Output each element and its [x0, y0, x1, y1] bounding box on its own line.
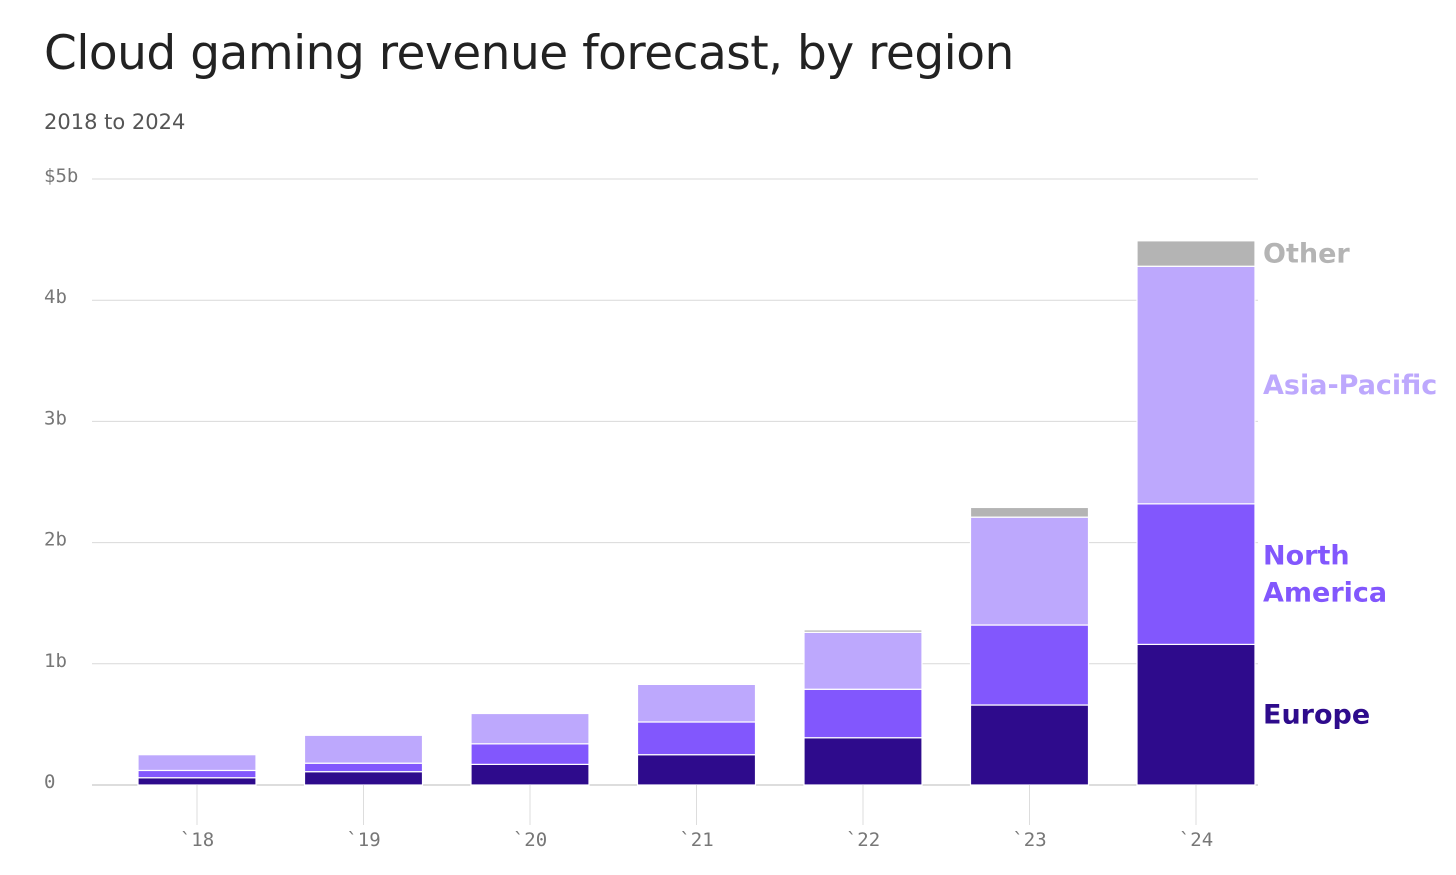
series-label-asia-pacific: Asia-Pacific: [1263, 370, 1437, 401]
x-tick-label: `22: [846, 829, 880, 851]
bar-segment-north-america: [1136, 503, 1256, 646]
bar-segment-north-america: [470, 743, 590, 765]
bar-segment-asia-pacific: [470, 712, 590, 745]
y-tick-label: 1b: [44, 650, 67, 672]
bar-segment-europe: [803, 737, 923, 786]
bar-segment-other: [803, 629, 923, 633]
series-label-europe: Europe: [1263, 700, 1370, 731]
y-tick-label: 2b: [44, 529, 67, 551]
bar-segment-other: [636, 682, 757, 686]
bar-segment-europe: [137, 777, 257, 786]
chart-title: Cloud gaming revenue forecast, by region: [44, 26, 1014, 81]
y-tick-label: 3b: [44, 407, 67, 429]
bar-segment-europe: [636, 754, 757, 786]
bar-segment-asia-pacific: [303, 734, 424, 764]
bar-segment-north-america: [137, 769, 257, 779]
bar-segment-europe: [1136, 643, 1256, 786]
bar-segment-europe: [303, 771, 424, 786]
bar-segment-asia-pacific: [1136, 265, 1256, 505]
x-axis: `18 `19 `20 `21 `22 `23 `24: [180, 785, 1213, 851]
gridlines: 0 1b 2b 3b 4b $5b: [44, 165, 1258, 793]
bar-segment-asia-pacific: [969, 516, 1090, 626]
bar-segment-asia-pacific: [636, 683, 757, 723]
series-labels: Europe North America Asia-Pacific Other: [1263, 239, 1437, 731]
bar-segment-north-america: [303, 762, 424, 773]
bar-segment-europe: [470, 763, 590, 786]
x-tick-label: `24: [1179, 829, 1213, 851]
x-tick-label: `23: [1012, 829, 1046, 851]
y-tick-label: 4b: [44, 286, 67, 308]
bar-segment-asia-pacific: [803, 631, 923, 690]
series-label-other: Other: [1263, 239, 1350, 270]
x-tick-label: `21: [679, 829, 713, 851]
x-tick-label: `19: [346, 829, 380, 851]
y-tick-label: 0: [44, 771, 55, 793]
x-tick-label: `20: [513, 829, 547, 851]
x-tick-label: `18: [180, 829, 214, 851]
bar-segment-europe: [969, 704, 1090, 786]
bar-segment-other: [1136, 240, 1256, 267]
bar-segment-north-america: [636, 721, 757, 756]
bar-segment-asia-pacific: [137, 754, 257, 772]
bar-segment-north-america: [969, 624, 1090, 706]
bar-segment-north-america: [803, 688, 923, 739]
chart-subtitle: 2018 to 2024: [44, 110, 186, 134]
series-label-north-america: North America: [1263, 541, 1387, 609]
y-tick-label: $5b: [44, 165, 78, 187]
bar-segment-other: [969, 506, 1090, 518]
bars: [137, 240, 1256, 786]
